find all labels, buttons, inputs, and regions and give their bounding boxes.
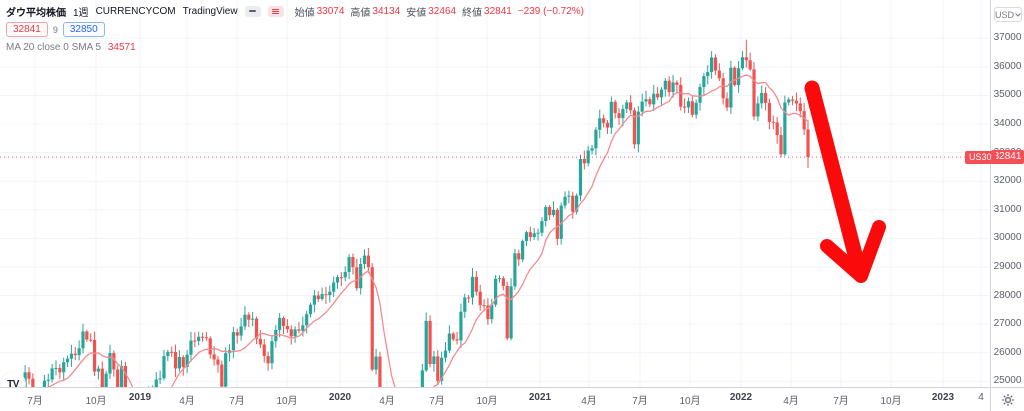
price-axis-border [990, 0, 991, 411]
interval-label[interactable]: 1週 [73, 7, 89, 19]
high-label: 高値 [350, 7, 371, 19]
ohlc-readout: 始値 33074 高値 34134 安値 32464 終値 32841 −239… [295, 4, 584, 19]
time-tick-label: 7月 [429, 396, 445, 407]
price-tick-label: 31000 [993, 203, 1022, 215]
plot-layer [0, 0, 990, 387]
close-value: 32841 [484, 5, 512, 17]
chart-legend: ダウ平均株価 1週 CURRENCYCOM TradingView 始値 330… [6, 4, 584, 53]
settings-gear-icon [1001, 393, 1014, 406]
price-tick-label: 36000 [993, 60, 1022, 72]
time-tick-label: 2021 [528, 392, 552, 403]
time-tick-label: 10月 [85, 396, 107, 407]
chevron-down-icon [1015, 12, 1021, 17]
time-tick-label: 10月 [476, 396, 498, 407]
price-tick-label: 30000 [993, 232, 1022, 244]
time-tick-label: 10月 [679, 396, 701, 407]
symbol-row: ダウ平均株価 1週 CURRENCYCOM TradingView 始値 330… [6, 4, 584, 19]
spread-value: 9 [52, 24, 58, 35]
quote-row: 32841 9 32850 [6, 22, 584, 37]
time-tick-label: 7月 [632, 396, 648, 407]
time-tick-label: 4 [978, 392, 984, 403]
change-value: −239 (−0.72%) [517, 5, 585, 17]
price-tick-label: 32000 [993, 175, 1022, 187]
time-tick-label: 2023 [931, 392, 955, 403]
price-tick-label: 34000 [993, 118, 1022, 130]
price-tick-label: 29000 [993, 260, 1022, 272]
time-tick-label: 4月 [783, 396, 799, 407]
time-axis[interactable]: 7月 10月 2019 4月 7月 10月 2020 4月 7月 10月 2021 4月 7月 10月 20… [0, 388, 990, 411]
low-value: 32464 [428, 5, 457, 17]
price-tick-label: 25000 [993, 375, 1022, 387]
symbol-title[interactable]: ダウ平均株価 [6, 7, 66, 19]
close-label: 終値 [462, 7, 483, 19]
time-tick-label: 7月 [833, 396, 849, 407]
open-value: 33074 [316, 5, 345, 17]
exchange-label: CURRENCYCOM [95, 5, 176, 17]
buy-button[interactable]: 32850 [62, 22, 105, 37]
provider-label: TradingView [182, 5, 238, 17]
symbol-price-pill: US30 [965, 151, 996, 164]
time-tick-label: 4月 [379, 396, 395, 407]
candles-layer [8, 39, 810, 387]
hide-indicator-icon[interactable] [244, 5, 261, 17]
time-tick-label: 4月 [581, 396, 597, 407]
price-tick-label: 28000 [993, 289, 1022, 301]
price-tick-label: 35000 [993, 89, 1022, 101]
time-tick-label: 10月 [880, 396, 902, 407]
currency-dropdown[interactable]: USD [994, 7, 1022, 22]
price-tick-label: 37000 [993, 32, 1022, 44]
indicator-menu-icon[interactable] [267, 5, 284, 17]
ma-indicator-label: MA 20 close 0 SMA 5 [6, 42, 102, 53]
time-axis-border [0, 387, 1024, 388]
time-tick-label: 2019 [128, 392, 152, 403]
time-tick-label: 10月 [276, 396, 298, 407]
open-label: 始値 [294, 7, 315, 19]
axis-settings-button[interactable] [991, 388, 1024, 411]
price-tick-label: 27000 [993, 318, 1022, 330]
minus-icon [249, 10, 257, 12]
ma-line [46, 74, 809, 387]
tradingview-logo-text: TV [7, 378, 19, 390]
indicator-row[interactable]: MA 20 close 0 SMA 5 34571 [6, 42, 584, 53]
ma-indicator-value: 34571 [107, 42, 136, 53]
time-tick-label: 2020 [328, 392, 352, 403]
low-label: 安値 [406, 7, 427, 19]
currency-label: USD [995, 9, 1015, 20]
price-tick-label: 26000 [993, 346, 1022, 358]
time-tick-label: 7月 [229, 396, 245, 407]
bearish-arrow-annotation[interactable] [804, 80, 886, 283]
time-tick-label: 2022 [729, 392, 753, 403]
time-tick-label: 7月 [27, 396, 43, 407]
grid-lines [0, 0, 990, 387]
high-value: 34134 [372, 5, 401, 17]
current-price-tag: 32841 [991, 150, 1024, 164]
price-axis[interactable]: USD 370003600035000340003300032000310003… [991, 0, 1024, 387]
time-tick-label: 4月 [179, 396, 195, 407]
sell-button[interactable]: 32841 [6, 22, 48, 37]
